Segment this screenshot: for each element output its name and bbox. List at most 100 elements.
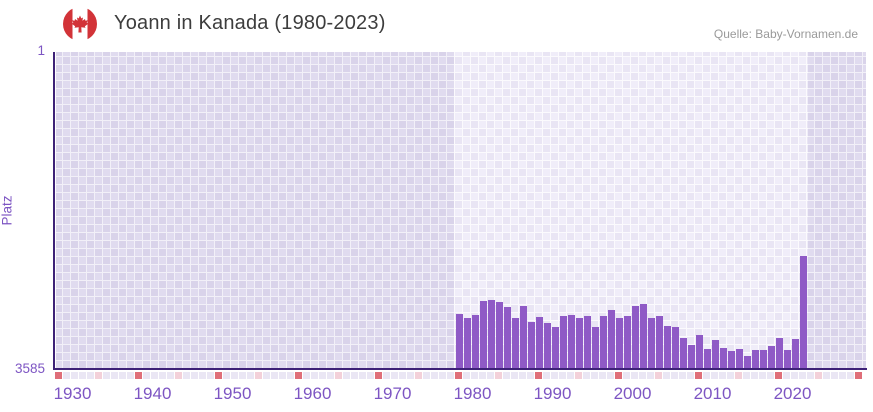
bar-1994[interactable] (568, 314, 575, 368)
bar-2022[interactable] (792, 339, 799, 368)
bar-1999[interactable] (608, 309, 615, 368)
bar-1998[interactable] (600, 315, 607, 368)
bar-2005[interactable] (656, 315, 663, 368)
year-marker-1974 (407, 372, 414, 379)
year-marker-1933 (79, 372, 86, 379)
bar-2010[interactable] (696, 335, 703, 368)
bar-2003[interactable] (640, 303, 647, 368)
year-marker-2023 (799, 372, 806, 379)
bar-2019[interactable] (768, 346, 775, 368)
bar-2021[interactable] (784, 350, 791, 368)
year-marker-strip (55, 372, 866, 379)
x-tick-label-1960: 1960 (293, 384, 332, 403)
x-axis-line (53, 368, 867, 370)
bar-1985[interactable] (496, 301, 503, 368)
bar-1986[interactable] (504, 306, 511, 368)
year-marker-2001 (623, 372, 630, 379)
year-marker-1997 (591, 372, 598, 379)
x-tick-label-2020: 2020 (773, 384, 812, 403)
year-marker-1975 (415, 372, 422, 379)
year-marker-1947 (191, 372, 198, 379)
bar-1982[interactable] (472, 314, 479, 368)
bar-2000[interactable] (616, 317, 623, 368)
year-marker-1988 (519, 372, 526, 379)
bar-2015[interactable] (736, 349, 743, 368)
bar-1992[interactable] (552, 327, 559, 368)
x-tick-label-2010: 2010 (693, 384, 732, 403)
year-marker-1964 (327, 372, 334, 379)
bar-2002[interactable] (632, 305, 639, 368)
year-marker-2016 (743, 372, 750, 379)
year-marker-1986 (503, 372, 510, 379)
year-marker-1989 (527, 372, 534, 379)
year-marker-2008 (679, 372, 686, 379)
bar-2009[interactable] (688, 345, 695, 368)
bar-2020[interactable] (776, 338, 783, 368)
bar-2006[interactable] (664, 325, 671, 368)
year-marker-2021 (783, 372, 790, 379)
bar-1989[interactable] (528, 321, 535, 368)
year-marker-1946 (183, 372, 190, 379)
year-marker-1961 (303, 372, 310, 379)
year-marker-2026 (823, 372, 830, 379)
year-marker-1931 (63, 372, 70, 379)
year-marker-1950 (215, 372, 222, 379)
year-marker-2025 (815, 372, 822, 379)
bar-2017[interactable] (752, 350, 759, 368)
year-marker-1939 (127, 372, 134, 379)
bar-2013[interactable] (720, 348, 727, 368)
source-credit: Quelle: Baby-Vornamen.de (713, 27, 858, 41)
bar-2012[interactable] (712, 340, 719, 368)
year-marker-1998 (599, 372, 606, 379)
year-marker-1962 (311, 372, 318, 379)
year-marker-2009 (687, 372, 694, 379)
year-marker-1963 (319, 372, 326, 379)
year-marker-1948 (199, 372, 206, 379)
bar-2004[interactable] (648, 317, 655, 368)
bar-2014[interactable] (728, 351, 735, 368)
year-marker-2014 (727, 372, 734, 379)
year-marker-2027 (831, 372, 838, 379)
year-marker-1938 (119, 372, 126, 379)
year-marker-2007 (671, 372, 678, 379)
year-marker-1972 (391, 372, 398, 379)
bar-1990[interactable] (536, 316, 543, 368)
year-marker-1932 (71, 372, 78, 379)
year-marker-1971 (383, 372, 390, 379)
year-marker-1958 (279, 372, 286, 379)
year-marker-1991 (543, 372, 550, 379)
data-range-highlight-band (454, 52, 808, 368)
bar-2016[interactable] (744, 356, 751, 368)
bar-1988[interactable] (520, 305, 527, 368)
x-tick-label-2000: 2000 (613, 384, 652, 403)
year-marker-1982 (471, 372, 478, 379)
year-marker-2002 (631, 372, 638, 379)
bar-1980[interactable] (456, 313, 463, 368)
bar-1997[interactable] (592, 326, 599, 368)
y-axis-title: Platz (0, 195, 15, 226)
bar-2011[interactable] (704, 349, 711, 368)
bar-2008[interactable] (680, 338, 687, 368)
bar-1987[interactable] (512, 317, 519, 368)
year-marker-2022 (791, 372, 798, 379)
year-marker-2024 (807, 372, 814, 379)
year-marker-1979 (447, 372, 454, 379)
bar-2023[interactable] (800, 255, 807, 368)
bar-1981[interactable] (464, 317, 471, 368)
year-marker-1957 (271, 372, 278, 379)
bar-1996[interactable] (584, 315, 591, 368)
year-marker-1992 (551, 372, 558, 379)
x-tick-label-1970: 1970 (373, 384, 412, 403)
year-marker-1973 (399, 372, 406, 379)
year-marker-1956 (263, 372, 270, 379)
bar-1995[interactable] (576, 317, 583, 368)
bar-1983[interactable] (480, 301, 487, 368)
bar-1991[interactable] (544, 322, 551, 368)
year-marker-1942 (151, 372, 158, 379)
bar-2007[interactable] (672, 326, 679, 368)
bar-2001[interactable] (624, 315, 631, 368)
bar-1984[interactable] (488, 299, 495, 368)
bar-2018[interactable] (760, 350, 767, 368)
year-marker-1959 (287, 372, 294, 379)
bar-1993[interactable] (560, 316, 567, 368)
